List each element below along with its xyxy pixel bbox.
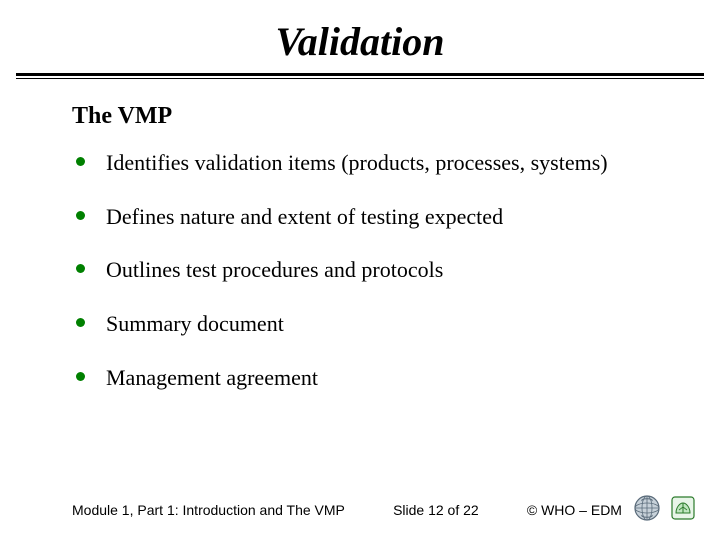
bullet-dot-icon (76, 318, 85, 327)
divider-top (16, 73, 704, 76)
list-item: Management agreement (72, 363, 656, 393)
edm-logo-icon (668, 493, 698, 526)
slide: Validation The VMP Identifies validation… (0, 0, 720, 540)
list-item-text: Defines nature and extent of testing exp… (106, 204, 503, 229)
footer-module-text: Module 1, Part 1: Introduction and The V… (72, 502, 345, 518)
footer-right-group: © WHO – EDM (527, 493, 698, 526)
list-item-text: Identifies validation items (products, p… (106, 150, 608, 175)
bullet-list: Identifies validation items (products, p… (72, 148, 656, 392)
bullet-dot-icon (76, 372, 85, 381)
list-item: Identifies validation items (products, p… (72, 148, 656, 178)
list-item-text: Summary document (106, 311, 284, 336)
who-logo-icon (632, 493, 662, 526)
bullet-dot-icon (76, 157, 85, 166)
bullet-dot-icon (76, 211, 85, 220)
logo-group (632, 493, 698, 526)
footer-slide-number: Slide 12 of 22 (393, 502, 479, 518)
slide-title: Validation (0, 0, 720, 73)
list-item-text: Management agreement (106, 365, 318, 390)
slide-body: The VMP Identifies validation items (pro… (0, 79, 720, 392)
footer-attribution: © WHO – EDM (527, 502, 622, 518)
subheading: The VMP (72, 103, 656, 130)
slide-footer: Module 1, Part 1: Introduction and The V… (0, 493, 720, 526)
list-item-text: Outlines test procedures and protocols (106, 257, 443, 282)
bullet-dot-icon (76, 264, 85, 273)
list-item: Summary document (72, 309, 656, 339)
list-item: Outlines test procedures and protocols (72, 255, 656, 285)
list-item: Defines nature and extent of testing exp… (72, 202, 656, 232)
